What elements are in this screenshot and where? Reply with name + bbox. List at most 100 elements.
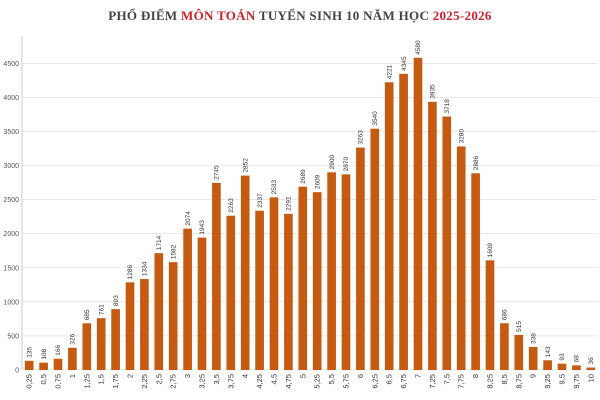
y-tick-label: 3000 <box>3 163 19 170</box>
bar <box>456 146 466 370</box>
chart-title-part: TUYỂN SINH 10 NĂM HỌC <box>255 8 433 23</box>
x-tick-label: 9,75 <box>572 374 581 389</box>
x-tick-label: 0,25 <box>25 374 34 389</box>
data-label: 893 <box>113 295 120 306</box>
data-label: 515 <box>516 321 523 332</box>
x-tick-label: 5,25 <box>313 374 322 389</box>
bar <box>528 346 538 370</box>
data-label: 108 <box>41 348 48 359</box>
chart-title-part: PHỔ ĐIỂM <box>108 8 182 23</box>
bar <box>485 260 495 370</box>
data-label: 93 <box>559 353 566 361</box>
y-tick-label: 1500 <box>3 265 19 272</box>
bar <box>428 101 437 370</box>
x-tick-label: 8 <box>471 374 480 378</box>
x-tick-label: 6,75 <box>399 374 408 389</box>
bar <box>399 73 408 370</box>
data-label: 1582 <box>170 244 177 259</box>
bar <box>500 323 509 370</box>
x-tick-label: 7,5 <box>442 374 451 384</box>
bar <box>168 262 178 370</box>
bar <box>111 309 120 370</box>
bar <box>140 279 149 370</box>
data-label: 4580 <box>415 40 422 55</box>
bar <box>24 360 34 370</box>
x-tick-label: 9 <box>529 374 538 378</box>
x-tick-label: 2,25 <box>140 374 149 389</box>
data-label: 2852 <box>242 158 249 173</box>
x-tick-label: 4,25 <box>255 374 264 389</box>
bar <box>197 237 207 370</box>
bar <box>96 318 106 370</box>
bar <box>183 228 192 370</box>
data-label: 3263 <box>358 130 365 145</box>
y-tick-label: 1000 <box>3 299 19 306</box>
x-tick-label: 0,5 <box>39 374 48 384</box>
bar <box>514 334 524 370</box>
data-label: 3540 <box>372 111 379 126</box>
bar <box>413 57 423 370</box>
y-tick-label: 3500 <box>3 129 19 136</box>
data-label: 2886 <box>473 155 480 170</box>
y-tick-label: 2500 <box>3 197 19 204</box>
x-tick-label: 7 <box>414 374 423 378</box>
chart-title-part: MÔN TOÁN <box>181 8 256 23</box>
data-label: 1609 <box>487 242 494 257</box>
bar <box>543 360 552 370</box>
data-label: 2900 <box>329 154 336 169</box>
data-label: 4221 <box>386 64 393 79</box>
y-tick-label: 4000 <box>3 95 19 102</box>
x-tick-label: 8,5 <box>500 374 509 384</box>
bar <box>471 173 480 370</box>
bar <box>226 215 236 370</box>
data-label: 135 <box>26 347 33 358</box>
data-label: 326 <box>70 334 77 345</box>
data-label: 2870 <box>343 157 350 172</box>
bar <box>312 192 322 370</box>
x-tick-label: 9,5 <box>558 374 567 384</box>
y-tick-label: 0 <box>15 368 19 375</box>
data-label: 68 <box>574 355 581 363</box>
x-tick-label: 10 <box>586 374 595 382</box>
bar <box>82 323 92 370</box>
y-tick-label: 500 <box>7 333 19 340</box>
data-label: 2263 <box>228 198 235 213</box>
bar <box>284 213 293 370</box>
x-tick-label: 1,75 <box>111 374 120 389</box>
x-tick-label: 4 <box>241 374 250 378</box>
bar <box>240 175 250 370</box>
data-label: 2609 <box>314 174 321 189</box>
bar <box>586 367 596 370</box>
x-tick-label: 4,5 <box>270 374 279 384</box>
data-label: 2745 <box>214 165 221 180</box>
bar <box>356 147 365 370</box>
bar <box>212 182 221 370</box>
x-tick-label: 7,25 <box>428 374 437 389</box>
x-tick-label: 5 <box>298 374 307 378</box>
data-label: 761 <box>98 304 105 315</box>
bar <box>557 363 567 370</box>
data-label: 1334 <box>142 261 149 276</box>
y-tick-label: 4500 <box>3 61 19 68</box>
bar <box>125 282 135 370</box>
x-tick-label: 6,25 <box>370 374 379 389</box>
bar <box>572 365 581 370</box>
data-label: 143 <box>545 346 552 357</box>
chart-title: PHỔ ĐIỂM MÔN TOÁN TUYỂN SINH 10 NĂM HỌC … <box>0 8 600 24</box>
bar <box>53 358 63 370</box>
data-label: 2337 <box>257 193 264 208</box>
data-label: 3718 <box>444 99 451 114</box>
bar <box>442 116 452 371</box>
bar <box>269 197 279 370</box>
x-tick-label: 6 <box>356 374 365 378</box>
data-label: 2689 <box>300 169 307 184</box>
x-tick-label: 5,5 <box>327 374 336 384</box>
x-tick-label: 2 <box>126 374 135 378</box>
data-label: 166 <box>55 344 62 355</box>
x-tick-label: 1,25 <box>82 374 91 389</box>
data-label: 2533 <box>271 179 278 194</box>
data-label: 1714 <box>156 235 163 250</box>
data-label: 338 <box>530 333 537 344</box>
